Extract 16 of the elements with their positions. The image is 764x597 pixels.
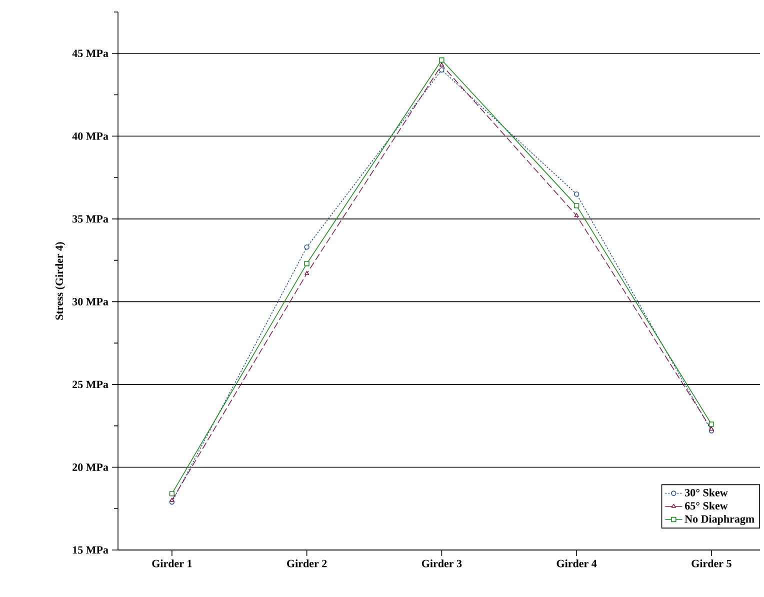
x-tick-label: Girder 1 [152, 560, 192, 568]
y-tick-label: 15 MPa [73, 546, 108, 554]
y-axis-title: Stress (Girder 4) [55, 242, 66, 320]
y-tick-label: 35 MPa [72, 215, 108, 223]
legend-label: No Diaphragm [684, 514, 754, 525]
y-tick-label: 40 MPa [72, 132, 108, 140]
y-tick-label: 20 MPa [72, 464, 108, 471]
x-tick-label: Girder 4 [556, 560, 597, 568]
x-tick-label: Girder 2 [287, 560, 327, 568]
y-tick-label: 25 MPa [72, 380, 108, 388]
legend-label: 30° Skew [685, 488, 728, 496]
y-tick-label: 30 MPa [72, 298, 108, 306]
x-tick-label: Girder 3 [422, 560, 462, 568]
x-tick-label: Girder 5 [692, 560, 732, 568]
legend-label: 65° Skew [685, 502, 728, 510]
y-tick-label: 45 MPa [72, 50, 108, 58]
